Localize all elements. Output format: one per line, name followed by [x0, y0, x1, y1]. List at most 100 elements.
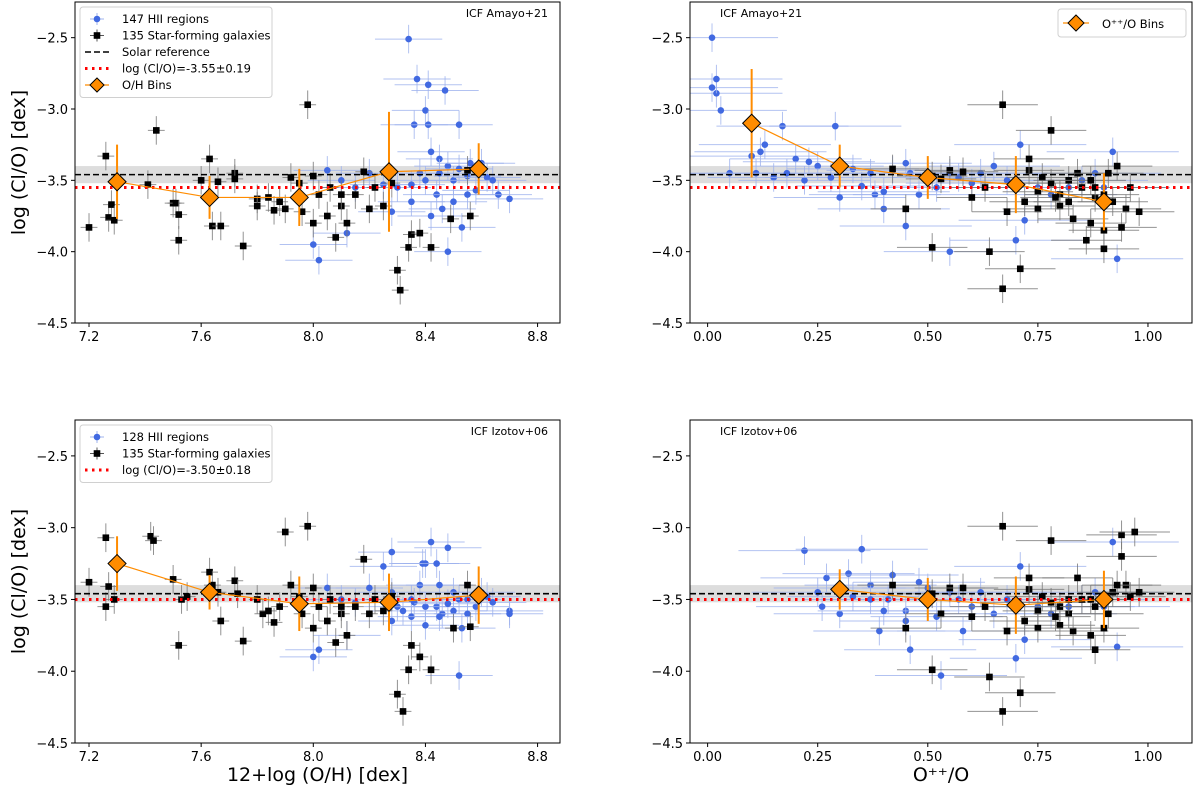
plot-area — [690, 23, 1192, 304]
y-tick-label: −3.0 — [651, 103, 683, 118]
hii-region-point — [405, 35, 412, 43]
x-tick-label: 7.2 — [79, 750, 100, 765]
hii-region-point — [1113, 255, 1121, 263]
hii-region-point — [761, 141, 769, 148]
panel-bottom-right: 0.00 0.25 0.50 0.75 1.00 −2.5 −3.0 −3.5 −4.0 −4.5… — [651, 419, 1193, 786]
bin-marker — [379, 592, 399, 613]
star-forming-galaxy-point — [366, 610, 373, 618]
star-forming-galaxy-point — [1056, 621, 1064, 629]
x-tick-label: 7.6 — [191, 750, 212, 765]
plot-area — [75, 511, 560, 726]
star-forming-galaxy-point — [1034, 607, 1042, 615]
x-tick-label: 7.6 — [191, 330, 212, 345]
hii-region-point — [444, 544, 452, 552]
hii-region-point — [309, 653, 317, 661]
hii-region-point — [708, 84, 716, 91]
bins-line — [839, 588, 1104, 606]
star-forming-galaxy-point — [343, 219, 351, 227]
y-tick-label: −2.5 — [651, 450, 683, 465]
panel-top-right: 0.00 0.25 0.50 0.75 1.00 −2.5 −3.0 −3.5 −4.0 −4.5… — [651, 1, 1193, 345]
hii-region-point — [422, 107, 429, 114]
x-tick-label: 8.8 — [527, 330, 548, 345]
bin-marker — [289, 594, 309, 614]
hii-region-point — [309, 241, 317, 248]
star-forming-galaxy-point — [1118, 553, 1125, 560]
hii-region-point — [1016, 563, 1024, 570]
star-forming-galaxy-point — [371, 184, 379, 191]
star-forming-galaxy-point — [1052, 613, 1059, 620]
star-forming-galaxy-point — [1118, 531, 1125, 539]
star-forming-galaxy-point — [265, 607, 272, 615]
bin-marker — [107, 172, 127, 192]
hii-region-point — [1021, 636, 1028, 643]
bin-marker — [379, 162, 399, 182]
legend-label: O⁺⁺/O Bins — [1102, 17, 1164, 31]
star-forming-galaxy-point — [324, 617, 331, 625]
hii-region-point — [1113, 643, 1121, 651]
hii-region-point — [906, 646, 914, 653]
bin-marker — [199, 187, 220, 208]
y-tick-label: −4.5 — [36, 737, 68, 752]
y-axis-label: log (Cl/O) [dex] — [8, 90, 30, 235]
star-forming-galaxy-point — [928, 666, 936, 674]
hii-region-point — [472, 603, 480, 610]
star-forming-galaxy-point — [889, 165, 896, 173]
star-forming-galaxy-point — [1025, 574, 1033, 582]
hii-region-point — [977, 588, 984, 596]
star-forming-galaxy-point — [396, 286, 404, 294]
star-forming-galaxy-point — [405, 666, 412, 674]
hii-region-point — [1109, 538, 1117, 546]
star-forming-galaxy-point — [287, 174, 295, 181]
hii-region-point — [489, 599, 497, 606]
bin-marker — [289, 187, 309, 208]
star-forming-galaxy-point — [231, 577, 239, 585]
star-forming-galaxy-point — [1003, 627, 1011, 635]
plot-area — [690, 511, 1192, 726]
hii-region-point — [380, 563, 387, 570]
star-forming-galaxy-point — [1105, 169, 1112, 177]
hii-region-point — [388, 617, 396, 625]
hii-region-point — [946, 248, 954, 255]
hii-region-point — [717, 107, 725, 114]
star-forming-galaxy-point — [338, 603, 345, 610]
star-forming-galaxy-point — [217, 617, 225, 625]
star-forming-galaxy-point — [1091, 603, 1099, 610]
y-tick-label: −3.0 — [651, 522, 683, 537]
star-forming-galaxy-point — [1021, 198, 1028, 206]
bin-marker — [918, 589, 938, 610]
legend-hii-marker — [93, 433, 101, 441]
hii-region-point — [427, 148, 435, 156]
star-forming-galaxy-point — [270, 619, 278, 626]
sfg-series — [80, 511, 479, 726]
y-tick-label: −3.5 — [36, 174, 68, 189]
star-forming-galaxy-point — [447, 215, 454, 223]
x-tick-label: 8.4 — [415, 330, 436, 345]
y-tick-label: −4.0 — [651, 665, 683, 680]
star-forming-galaxy-point — [209, 581, 216, 589]
hii-series — [690, 23, 1184, 274]
star-forming-galaxy-point — [427, 666, 435, 674]
bin-marker — [1094, 192, 1114, 212]
star-forming-galaxy-point — [175, 236, 183, 244]
x-tick-label: 0.50 — [913, 750, 942, 765]
star-forming-galaxy-point — [147, 532, 154, 540]
star-forming-galaxy-point — [981, 603, 989, 610]
star-forming-galaxy-point — [1113, 581, 1121, 589]
legend: 128 HII regions 135 Star-forming galaxies… — [79, 424, 273, 483]
hii-region-point — [438, 205, 446, 213]
hii-region-point — [959, 627, 967, 635]
hii-region-point — [388, 208, 396, 216]
panel-top-left: 7.2 7.6 8.0 8.4 8.8 −2.5 −3.0 −3.5 −4.0 −4.5 log (… — [8, 1, 561, 345]
bins-series — [741, 69, 1114, 231]
hii-region-point — [801, 547, 808, 554]
star-forming-galaxy-point — [1016, 689, 1024, 697]
star-forming-galaxy-point — [102, 152, 110, 160]
star-forming-galaxy-point — [959, 584, 967, 592]
star-forming-galaxy-point — [1065, 198, 1073, 206]
hii-region-point — [436, 169, 443, 177]
star-forming-galaxy-point — [175, 211, 183, 218]
star-forming-galaxy-point — [276, 603, 283, 610]
star-forming-galaxy-point — [388, 179, 396, 187]
star-forming-galaxy-point — [986, 248, 993, 255]
hii-region-point — [464, 610, 471, 618]
